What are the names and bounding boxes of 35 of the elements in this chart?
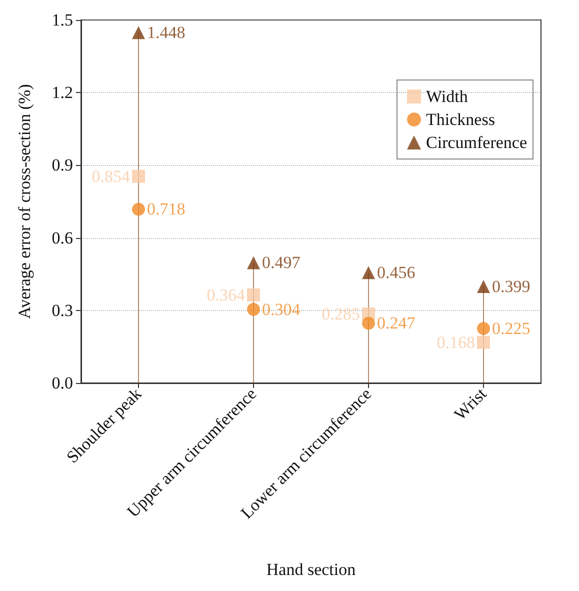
- y-tick-label: 1.2: [52, 83, 73, 102]
- point: [132, 202, 145, 216]
- y-tick-label: 0.3: [52, 300, 73, 320]
- data-label: 0.718: [147, 200, 186, 219]
- point: [362, 316, 375, 330]
- y-tick-label: 0.9: [52, 156, 73, 175]
- y-tick-label: 0.6: [52, 228, 73, 248]
- data-label: 0.247: [377, 314, 416, 333]
- data-label: 0.225: [492, 319, 530, 338]
- legend-label: Width: [426, 87, 468, 106]
- point: [247, 302, 260, 316]
- point: [477, 322, 490, 336]
- point: [247, 288, 260, 302]
- data-label: 0.364: [206, 285, 246, 304]
- point: [247, 256, 260, 270]
- y-axis-title: Average error of cross-section (%): [15, 84, 34, 319]
- legend-label: Circumference: [426, 133, 528, 152]
- data-label: 0.304: [262, 300, 301, 319]
- data-label: 0.854: [92, 166, 130, 186]
- point: [362, 266, 375, 280]
- data-label: 0.399: [492, 276, 530, 296]
- data-label: 0.497: [262, 253, 301, 272]
- data-label: 1.448: [147, 23, 186, 42]
- x-axis-title: Hand section: [266, 560, 356, 579]
- data-label: 0.168: [436, 332, 475, 352]
- y-tick-label: 0.0: [52, 374, 73, 392]
- data-label: 0.285: [322, 304, 360, 324]
- legend-label: Thickness: [426, 110, 495, 129]
- y-tick-label: 1.5: [52, 10, 73, 30]
- point: [477, 280, 490, 293]
- data-label: 0.456: [377, 263, 416, 282]
- point: [132, 26, 145, 40]
- x-tick-label: Wrist: [450, 384, 490, 424]
- point: [132, 170, 145, 183]
- point: [477, 336, 490, 349]
